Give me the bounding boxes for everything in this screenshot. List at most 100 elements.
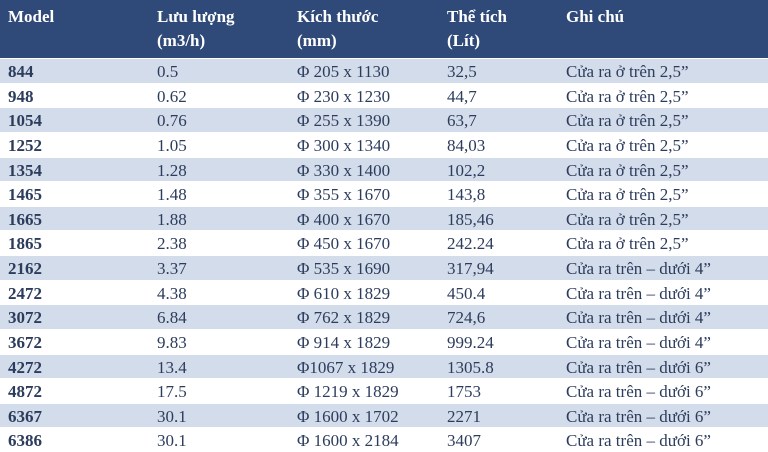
table-cell: Cửa ra trên – dưới 6” bbox=[566, 406, 711, 426]
table-cell: 13.4 bbox=[157, 357, 187, 377]
table-cell: 3672 bbox=[8, 332, 42, 352]
table-cell: 1.05 bbox=[157, 135, 187, 155]
table-row: 4272 13.4 Φ1067 x 1829 1305.8 Cửa ra trên – … bbox=[0, 353, 768, 379]
header-cell: Kích thước (mm) bbox=[297, 5, 378, 53]
table-cell: 6367 bbox=[8, 406, 42, 426]
table-cell: Cửa ra trên – dưới 4” bbox=[566, 332, 711, 352]
table-cell: 1665 bbox=[8, 209, 42, 229]
table-cell: Cửa ra trên – dưới 4” bbox=[566, 308, 711, 328]
table-cell: 17.5 bbox=[157, 382, 187, 402]
table-cell: Φ 330 x 1400 bbox=[297, 160, 391, 180]
table-cell: Φ 914 x 1829 bbox=[297, 332, 391, 352]
table-cell: 242.24 bbox=[447, 234, 494, 254]
table-cell: Cửa ra ở trên 2,5” bbox=[566, 185, 689, 205]
table-cell: 2.38 bbox=[157, 234, 187, 254]
table-cell: 9.83 bbox=[157, 332, 187, 352]
table-cell: 1305.8 bbox=[447, 357, 494, 377]
table-cell: 2162 bbox=[8, 259, 42, 278]
table-cell: Φ 610 x 1829 bbox=[297, 283, 391, 303]
table-row: 844 0.5 Φ 205 x 1130 32,5 Cửa ra ở trên 2,5” bbox=[0, 58, 768, 83]
table-cell: 1354 bbox=[8, 160, 42, 180]
table-cell: Φ1067 x 1829 bbox=[297, 357, 395, 377]
table-cell: 2271 bbox=[447, 406, 481, 426]
table-row: 4872 17.5 Φ 1219 x 1829 1753 Cửa ra trên – d… bbox=[0, 378, 768, 403]
table-cell: 724,6 bbox=[447, 308, 486, 328]
table-row: 6386 30.1 Φ 1600 x 2184 3407 Cửa ra trên – d… bbox=[0, 427, 768, 452]
table-cell: 32,5 bbox=[447, 62, 477, 81]
table-row: 1865 2.38 Φ 450 x 1670 242.24 Cửa ra ở trên … bbox=[0, 230, 768, 255]
table-cell: 1054 bbox=[8, 111, 42, 131]
table-cell: 30.1 bbox=[157, 431, 187, 451]
table-cell: Φ 255 x 1390 bbox=[297, 111, 391, 131]
table-cell: Cửa ra trên – dưới 6” bbox=[566, 382, 711, 402]
table-cell: 948 bbox=[8, 86, 34, 106]
table-cell: 4.38 bbox=[157, 283, 187, 303]
table-cell: Cửa ra ở trên 2,5” bbox=[566, 234, 689, 254]
table-cell: Φ 1600 x 2184 bbox=[297, 431, 399, 451]
table-cell: Φ 400 x 1670 bbox=[297, 209, 391, 229]
table-cell: 1.48 bbox=[157, 185, 187, 205]
table-row: 2162 3.37 Φ 535 x 1690 317,94 Cửa ra trên – … bbox=[0, 255, 768, 280]
table-cell: Cửa ra ở trên 2,5” bbox=[566, 160, 689, 180]
header-text: (m3/h) bbox=[157, 31, 206, 50]
table-cell: Cửa ra ở trên 2,5” bbox=[566, 86, 689, 106]
table-row: 3672 9.83 Φ 914 x 1829 999.24 Cửa ra trên – … bbox=[0, 328, 768, 354]
table-cell: 0.5 bbox=[157, 62, 179, 81]
table-cell: 1252 bbox=[8, 135, 42, 155]
header-cell: Ghi chú bbox=[566, 5, 624, 29]
table-cell: 30.1 bbox=[157, 406, 187, 426]
header-text: Ghi chú bbox=[566, 7, 625, 26]
table-cell: 1465 bbox=[8, 185, 42, 205]
table-cell: Φ 230 x 1230 bbox=[297, 86, 391, 106]
table-cell: Φ 450 x 1670 bbox=[297, 234, 391, 254]
table-cell: 450.4 bbox=[447, 283, 486, 303]
table-cell: Cửa ra trên – dưới 6” bbox=[566, 357, 711, 377]
table-row: 1465 1.48 Φ 355 x 1670 143,8 Cửa ra ở trên 2… bbox=[0, 181, 768, 206]
header-row: Model Lưu lượng (m3/h) Kích thước (mm) Thể tí… bbox=[0, 0, 768, 58]
table-cell: 63,7 bbox=[447, 111, 477, 131]
table-cell: 0.62 bbox=[157, 86, 187, 106]
table-row: 1354 1.28 Φ 330 x 1400 102,2 Cửa ra ở trên 2… bbox=[0, 156, 768, 182]
table-cell: 2472 bbox=[8, 283, 42, 303]
table-cell: Φ 1600 x 1702 bbox=[297, 406, 399, 426]
table-cell: Φ 1219 x 1829 bbox=[297, 382, 399, 402]
table-cell: 185,46 bbox=[447, 209, 494, 229]
table-cell: Φ 205 x 1130 bbox=[297, 62, 390, 81]
table-cell: 1865 bbox=[8, 234, 42, 254]
table-cell: 1.28 bbox=[157, 160, 187, 180]
table-cell: 4872 bbox=[8, 382, 42, 402]
table-cell: 3.37 bbox=[157, 259, 187, 278]
table-cell: 0.76 bbox=[157, 111, 187, 131]
table-cell: 102,2 bbox=[447, 160, 486, 180]
table-cell: Cửa ra trên – dưới 4” bbox=[566, 283, 711, 303]
table-cell: 3072 bbox=[8, 308, 42, 328]
table-cell: 844 bbox=[8, 62, 34, 81]
header-text: (mm) bbox=[297, 31, 337, 50]
table-cell: 143,8 bbox=[447, 185, 486, 205]
table-cell: 999.24 bbox=[447, 332, 494, 352]
header-text: Lưu lượng bbox=[157, 7, 235, 26]
table-cell: Cửa ra trên – dưới 6” bbox=[566, 431, 711, 451]
table-row: 948 0.62 Φ 230 x 1230 44,7 Cửa ra ở trên 2,5… bbox=[0, 82, 768, 108]
header-text: (Lít) bbox=[447, 31, 481, 50]
table-cell: 84,03 bbox=[447, 135, 486, 155]
header-cell: Model bbox=[8, 5, 54, 29]
table-cell: Cửa ra ở trên 2,5” bbox=[566, 209, 689, 229]
table-cell: Cửa ra ở trên 2,5” bbox=[566, 111, 689, 131]
table-cell: 6.84 bbox=[157, 308, 187, 328]
header-cell: Thể tích (Lít) bbox=[447, 5, 507, 53]
table-cell: Φ 762 x 1829 bbox=[297, 308, 391, 328]
header-text: Model bbox=[8, 7, 55, 26]
table-cell: Cửa ra trên – dưới 4” bbox=[566, 259, 711, 278]
header-cell: Lưu lượng (m3/h) bbox=[157, 5, 235, 53]
table-cell: Φ 300 x 1340 bbox=[297, 135, 391, 155]
table-row: 1054 0.76 Φ 255 x 1390 63,7 Cửa ra ở trên 2,… bbox=[0, 107, 768, 132]
table-cell: Cửa ra ở trên 2,5” bbox=[566, 135, 689, 155]
table-cell: 1753 bbox=[447, 382, 481, 402]
header-text: Kích thước bbox=[297, 7, 379, 26]
table-row: 1665 1.88 Φ 400 x 1670 185,46 Cửa ra ở trên … bbox=[0, 205, 768, 231]
table-row: 2472 4.38 Φ 610 x 1829 450.4 Cửa ra trên – d… bbox=[0, 279, 768, 305]
table-cell: Cửa ra ở trên 2,5” bbox=[566, 62, 689, 81]
table-cell: 6386 bbox=[8, 431, 42, 451]
